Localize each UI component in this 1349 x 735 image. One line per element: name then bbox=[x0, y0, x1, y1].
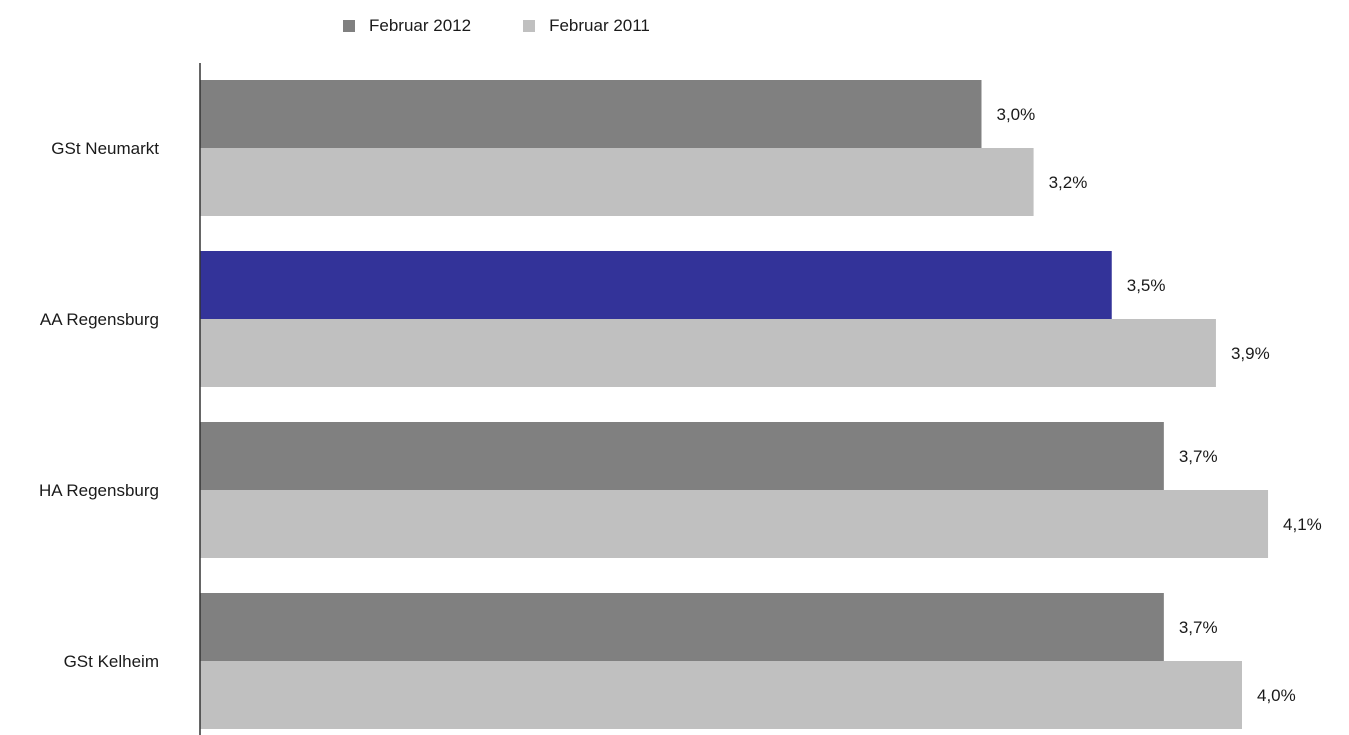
bar-gst-kelheim-februar-2011 bbox=[200, 661, 1242, 729]
bar-gst-neumarkt-februar-2012 bbox=[200, 80, 982, 148]
category-label-gst-kelheim: GSt Kelheim bbox=[64, 652, 159, 671]
value-label-ha-regensburg-februar-2011: 4,1% bbox=[1283, 515, 1322, 534]
labels-layer: GSt Neumarkt 3,0% 3,2% AA Regensburg 3,5% 3,9… bbox=[39, 105, 1322, 705]
legend-swatch-februar-2011 bbox=[523, 20, 536, 32]
bar-gst-neumarkt-februar-2011 bbox=[200, 148, 1034, 216]
bars-layer bbox=[200, 80, 1269, 729]
category-label-ha-regensburg: HA Regensburg bbox=[39, 481, 159, 500]
legend-swatch-februar-2012 bbox=[343, 20, 355, 32]
value-label-gst-neumarkt-februar-2012: 3,0% bbox=[997, 105, 1036, 124]
value-label-gst-kelheim-februar-2011: 4,0% bbox=[1257, 686, 1296, 705]
chart-legend: Februar 2012 Februar 2011 bbox=[343, 16, 702, 36]
bar-gst-kelheim-februar-2012 bbox=[200, 593, 1164, 661]
value-label-aa-regensburg-februar-2012: 3,5% bbox=[1127, 276, 1166, 295]
bar-aa-regensburg-februar-2012 bbox=[200, 251, 1112, 319]
legend-label-februar-2012: Februar 2012 bbox=[369, 16, 472, 35]
legend-label-februar-2011: Februar 2011 bbox=[549, 16, 650, 35]
bar-ha-regensburg-februar-2011 bbox=[200, 490, 1269, 558]
category-label-gst-neumarkt: GSt Neumarkt bbox=[51, 139, 159, 158]
bar-aa-regensburg-februar-2011 bbox=[200, 319, 1216, 387]
value-label-ha-regensburg-februar-2012: 3,7% bbox=[1179, 447, 1218, 466]
category-label-aa-regensburg: AA Regensburg bbox=[40, 310, 159, 329]
value-label-aa-regensburg-februar-2011: 3,9% bbox=[1231, 344, 1270, 363]
bar-ha-regensburg-februar-2012 bbox=[200, 422, 1164, 490]
legend-item-februar-2012: Februar 2012 bbox=[343, 16, 471, 36]
value-label-gst-kelheim-februar-2012: 3,7% bbox=[1179, 618, 1218, 637]
legend-item-februar-2011: Februar 2011 bbox=[523, 16, 650, 36]
value-label-gst-neumarkt-februar-2011: 3,2% bbox=[1049, 173, 1088, 192]
